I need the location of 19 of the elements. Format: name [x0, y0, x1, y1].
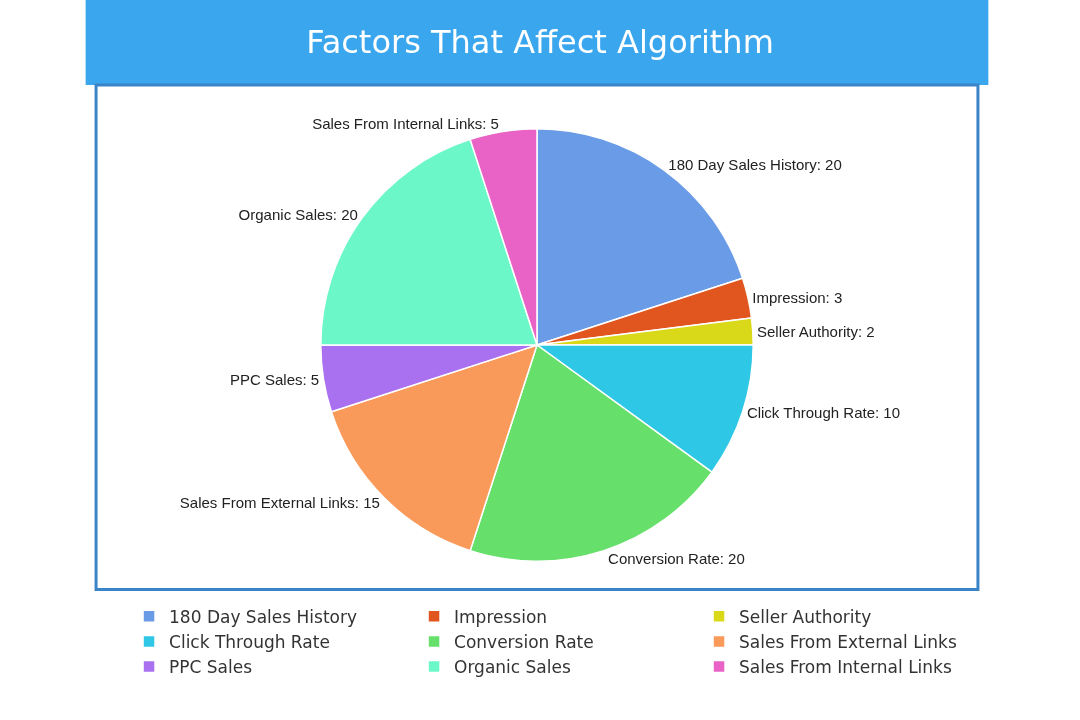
data-label: Sales From External Links: 15: [179, 493, 380, 511]
data-label: Click Through Rate: 10: [746, 404, 901, 422]
legend-label: Conversion Rate: [454, 632, 594, 653]
data-label: Sales From Internal Links: 5: [312, 114, 499, 132]
legend-label: Click Through Rate: [169, 632, 330, 653]
data-label: 180 Day Sales History: 20: [668, 156, 842, 174]
data-label: Conversion Rate: 20: [608, 549, 745, 567]
chart-title: Factors That Affect Algorithm: [306, 23, 774, 62]
data-label: Seller Authority: 2: [757, 322, 875, 340]
legend-label: Organic Sales: [454, 657, 571, 678]
data-label: Organic Sales: 20: [238, 206, 358, 224]
data-label: PPC Sales: 5: [229, 370, 320, 388]
legend-label: Seller Authority: [739, 606, 872, 627]
legend-label: PPC Sales: [169, 657, 253, 678]
legend-label: Sales From Internal Links: [739, 657, 952, 678]
data-label: Impression: 3: [752, 288, 843, 306]
legend-label: Sales From External Links: [739, 632, 957, 653]
legend-label: Impression: [454, 606, 548, 627]
legend-label: 180 Day Sales History: [169, 606, 358, 627]
